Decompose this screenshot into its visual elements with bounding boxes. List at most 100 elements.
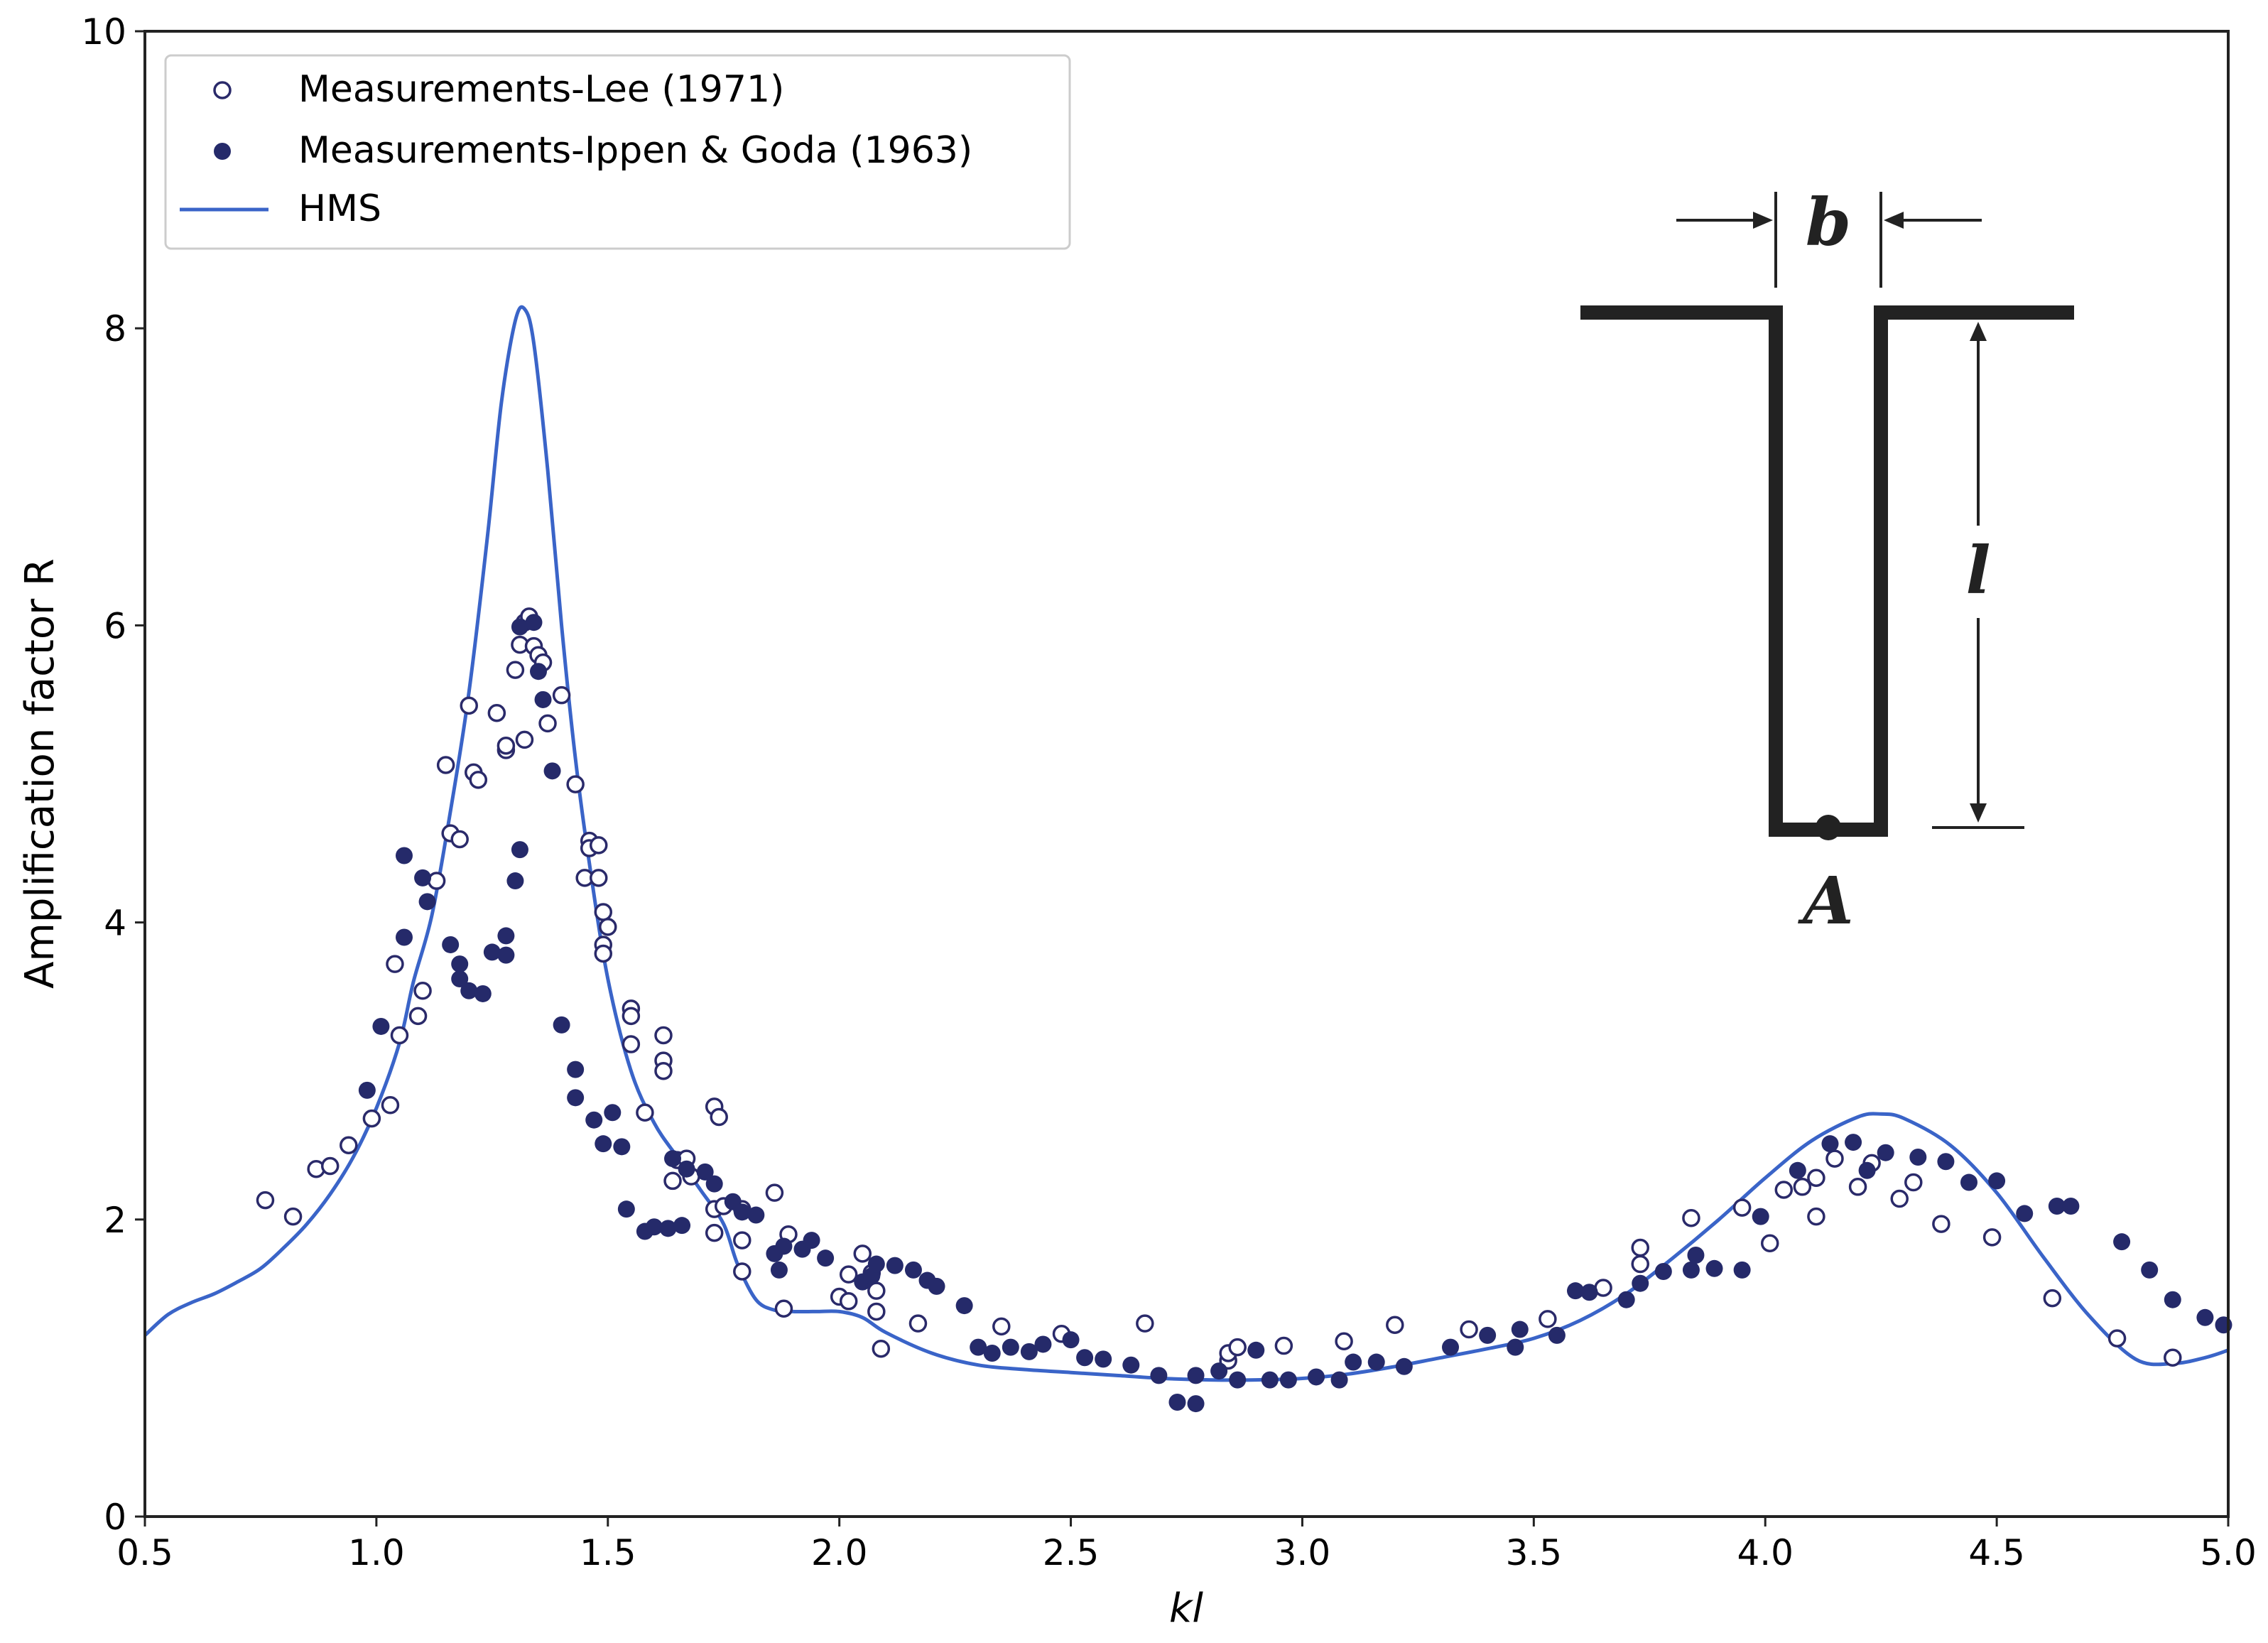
y-tick-label: 2 bbox=[104, 1200, 126, 1241]
lee-point bbox=[390, 1026, 409, 1045]
lee-point bbox=[1890, 1189, 1909, 1208]
lee-point bbox=[1335, 1332, 1353, 1351]
ippen-point bbox=[1687, 1246, 1705, 1264]
ippen-point bbox=[1877, 1144, 1894, 1161]
ippen-point bbox=[372, 1017, 390, 1035]
ippen-point bbox=[1034, 1335, 1052, 1353]
ippen-point bbox=[567, 1061, 585, 1078]
lee-point bbox=[589, 836, 608, 855]
lee-point bbox=[1982, 1228, 2002, 1247]
y-tick-label: 10 bbox=[81, 11, 126, 53]
ippen-point bbox=[613, 1138, 631, 1156]
lee-point bbox=[1807, 1207, 1825, 1226]
ippen-point bbox=[2113, 1233, 2131, 1251]
ippen-point bbox=[775, 1237, 793, 1255]
ippen-point bbox=[1395, 1357, 1413, 1375]
hms-series bbox=[145, 305, 2228, 1382]
ippen-point bbox=[543, 762, 561, 780]
ippen-point bbox=[1617, 1291, 1635, 1308]
ippen-point bbox=[1187, 1367, 1205, 1384]
ippen-point bbox=[645, 1218, 663, 1236]
legend-marker-lee bbox=[213, 81, 232, 99]
lee-point bbox=[622, 1035, 641, 1053]
lee-point bbox=[362, 1109, 381, 1128]
x-tick-label: 3.5 bbox=[1506, 1532, 1563, 1573]
lee-point bbox=[1631, 1254, 1649, 1274]
ippen-point bbox=[1168, 1393, 1186, 1411]
ippen-point bbox=[1479, 1326, 1497, 1344]
lee-point bbox=[450, 830, 469, 849]
lee-point bbox=[1274, 1336, 1293, 1355]
ippen-point bbox=[525, 614, 543, 631]
legend-label-lee: Measurements-Lee (1971) bbox=[298, 68, 784, 111]
width-arrowhead-left bbox=[1753, 212, 1773, 229]
ippen-point bbox=[1654, 1262, 1672, 1280]
hms-line bbox=[145, 305, 2228, 1382]
lee-point bbox=[413, 982, 432, 1000]
lee-point bbox=[1732, 1198, 1752, 1217]
inset-label-b: b bbox=[1806, 184, 1851, 261]
lee-point bbox=[599, 918, 617, 936]
lee-point bbox=[340, 1136, 358, 1154]
lee-point bbox=[2043, 1289, 2062, 1308]
lee-point bbox=[992, 1317, 1011, 1336]
ippen-point bbox=[358, 1081, 376, 1099]
lee-point bbox=[552, 685, 571, 705]
ippen-point bbox=[1345, 1353, 1362, 1371]
lee-point bbox=[386, 955, 404, 973]
ippen-point bbox=[1095, 1350, 1112, 1368]
ippen-point bbox=[483, 943, 501, 961]
ippen-point bbox=[678, 1160, 695, 1178]
inset-label-l: l bbox=[1966, 532, 1991, 609]
ippen-point bbox=[770, 1261, 788, 1279]
ippen-point bbox=[904, 1261, 922, 1279]
ippen-point bbox=[530, 663, 548, 680]
lee-point bbox=[733, 1262, 752, 1281]
x-tick-label: 1.0 bbox=[348, 1532, 405, 1573]
ippen-point bbox=[1507, 1338, 1524, 1356]
plot-area bbox=[145, 305, 2232, 1413]
ippen-point bbox=[497, 927, 515, 945]
ippen-point bbox=[2196, 1308, 2214, 1326]
ippen-point bbox=[747, 1206, 765, 1224]
lee-point bbox=[408, 1007, 428, 1026]
lee-point bbox=[515, 730, 534, 749]
ippen-point bbox=[1960, 1173, 1978, 1191]
ippen-point bbox=[1937, 1153, 1955, 1171]
lee-point bbox=[1932, 1215, 1950, 1233]
lee-point bbox=[1682, 1208, 1700, 1227]
ippen-point bbox=[1122, 1356, 1140, 1374]
harbor-schematic-inset: b l A bbox=[1580, 184, 2074, 939]
lee-point bbox=[908, 1314, 928, 1333]
lee-point bbox=[872, 1339, 891, 1358]
lee-point bbox=[436, 756, 455, 774]
ippen-point bbox=[673, 1217, 691, 1235]
lee-point bbox=[487, 704, 506, 722]
ippen-point bbox=[2048, 1197, 2066, 1215]
ippen-point bbox=[1367, 1353, 1385, 1371]
length-arrowhead-top bbox=[1970, 322, 1987, 341]
lee-point bbox=[636, 1103, 654, 1122]
inset-label-a: A bbox=[1797, 862, 1853, 939]
ippen-point bbox=[1580, 1284, 1598, 1301]
lee-point bbox=[538, 714, 557, 733]
ippen-point bbox=[451, 970, 469, 988]
lee-point bbox=[381, 1096, 400, 1115]
ippen-point bbox=[733, 1203, 751, 1221]
lee-point bbox=[2164, 1348, 2182, 1367]
lee-point bbox=[710, 1107, 728, 1127]
ippen-point bbox=[1845, 1134, 1862, 1151]
y-tick-label: 4 bbox=[104, 903, 126, 944]
ippen-point bbox=[696, 1163, 714, 1181]
lee-point bbox=[839, 1292, 858, 1311]
ippen-point bbox=[451, 955, 469, 973]
lee-point bbox=[1631, 1238, 1649, 1257]
ippen-point bbox=[567, 1089, 585, 1107]
ippen-point bbox=[418, 893, 436, 911]
ippen-point bbox=[867, 1255, 885, 1273]
ippen-point bbox=[1511, 1321, 1529, 1338]
ippen-point bbox=[534, 690, 552, 708]
ippen-point bbox=[1150, 1367, 1168, 1384]
y-tick-label: 0 bbox=[104, 1497, 126, 1538]
ippen-point bbox=[497, 946, 515, 964]
